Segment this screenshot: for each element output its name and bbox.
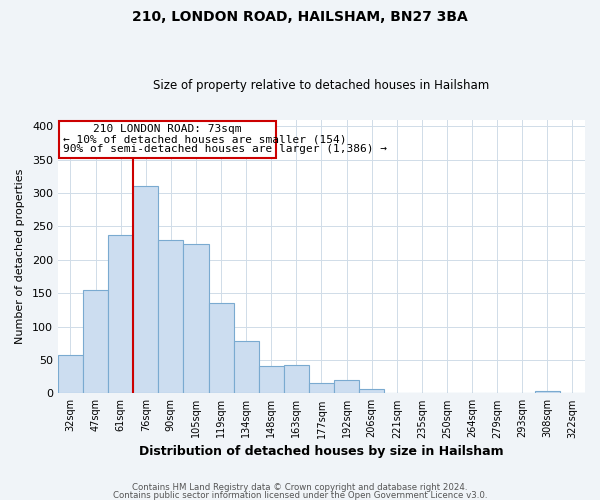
Bar	[233, 341, 259, 394]
FancyBboxPatch shape	[59, 121, 276, 158]
Text: ← 10% of detached houses are smaller (154): ← 10% of detached houses are smaller (15…	[63, 134, 346, 144]
Bar	[158, 240, 184, 394]
Bar	[83, 290, 108, 394]
Y-axis label: Number of detached properties: Number of detached properties	[15, 168, 25, 344]
Text: Contains HM Land Registry data © Crown copyright and database right 2024.: Contains HM Land Registry data © Crown c…	[132, 484, 468, 492]
Bar	[535, 390, 560, 394]
Bar	[334, 380, 359, 394]
Text: 210 LONDON ROAD: 73sqm: 210 LONDON ROAD: 73sqm	[94, 124, 242, 134]
Bar	[58, 356, 83, 394]
Text: Contains public sector information licensed under the Open Government Licence v3: Contains public sector information licen…	[113, 490, 487, 500]
Bar	[359, 388, 384, 394]
Bar	[184, 244, 209, 394]
Bar	[209, 303, 233, 394]
Text: 210, LONDON ROAD, HAILSHAM, BN27 3BA: 210, LONDON ROAD, HAILSHAM, BN27 3BA	[132, 10, 468, 24]
Bar	[108, 235, 133, 394]
Text: 90% of semi-detached houses are larger (1,386) →: 90% of semi-detached houses are larger (…	[63, 144, 387, 154]
Bar	[309, 384, 334, 394]
Title: Size of property relative to detached houses in Hailsham: Size of property relative to detached ho…	[154, 79, 490, 92]
Bar	[133, 186, 158, 394]
X-axis label: Distribution of detached houses by size in Hailsham: Distribution of detached houses by size …	[139, 444, 504, 458]
Bar	[259, 366, 284, 394]
Bar	[284, 366, 309, 394]
